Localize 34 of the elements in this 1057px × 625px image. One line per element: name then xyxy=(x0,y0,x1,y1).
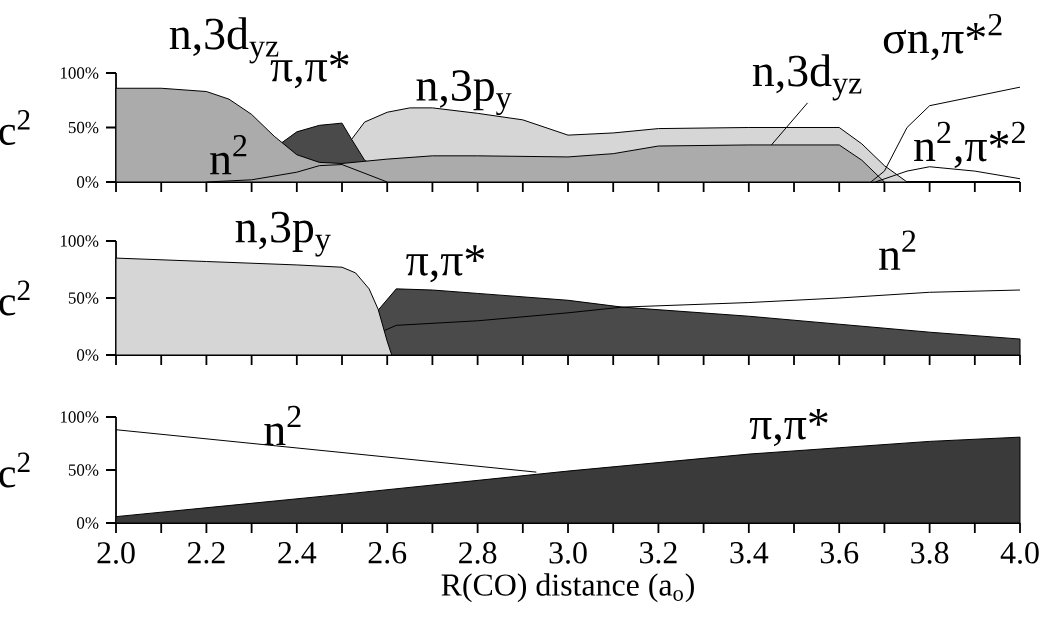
y-tick-label: 100% xyxy=(60,411,99,423)
annotation: n,3d$_{yz}$ xyxy=(752,54,862,101)
x-tick-label: 3.0 xyxy=(549,542,587,564)
series-label: π,π* xyxy=(406,245,485,283)
x-tick-label: 2.0 xyxy=(97,542,135,564)
series-label: π,π* xyxy=(749,409,828,447)
x-tick-label: 2.4 xyxy=(278,542,317,564)
series-label: σn,π*$^{2}$ xyxy=(883,13,1002,61)
x-tick-label: 4.0 xyxy=(1000,542,1039,564)
y-tick-label: 0% xyxy=(77,349,99,361)
y-tick-label: 0% xyxy=(77,176,99,188)
x-tick-label: 2.2 xyxy=(187,542,225,564)
x-axis-title: R(CO) distance (a$_{o}$) xyxy=(441,573,694,603)
y-tick-label: 50% xyxy=(68,121,99,134)
series-label: n$^{2}$ xyxy=(264,405,301,446)
y-tick-label: 50% xyxy=(68,464,99,476)
y-axis-title: c$^{2}$ xyxy=(0,110,30,145)
y-tick-label: 100% xyxy=(60,67,99,79)
series-label: n,3p$_{y}$ xyxy=(235,211,331,257)
x-tick-label: 3.8 xyxy=(911,542,949,564)
legend-label: n$^{2}$,π*$^{2}$ xyxy=(914,121,1025,169)
x-tick-label: 2.6 xyxy=(368,542,407,564)
y-tick-label: 50% xyxy=(68,292,99,304)
y-axis-title: c$^{2}$ xyxy=(0,280,30,316)
x-tick-label: 2.8 xyxy=(459,542,497,564)
x-tick-label: 3.4 xyxy=(730,542,769,564)
x-tick-label: 3.6 xyxy=(820,542,859,564)
x-tick-label: 3.2 xyxy=(640,542,677,564)
series-label: n$^{2}$ xyxy=(210,135,247,175)
y-tick-label: 0% xyxy=(77,517,99,529)
series-label: n,3p$_{y}$ xyxy=(416,70,512,115)
y-axis-title: c$^{2}$ xyxy=(0,452,30,488)
y-tick-label: 100% xyxy=(60,235,99,247)
series-label: n$^{2}$ xyxy=(879,230,916,270)
